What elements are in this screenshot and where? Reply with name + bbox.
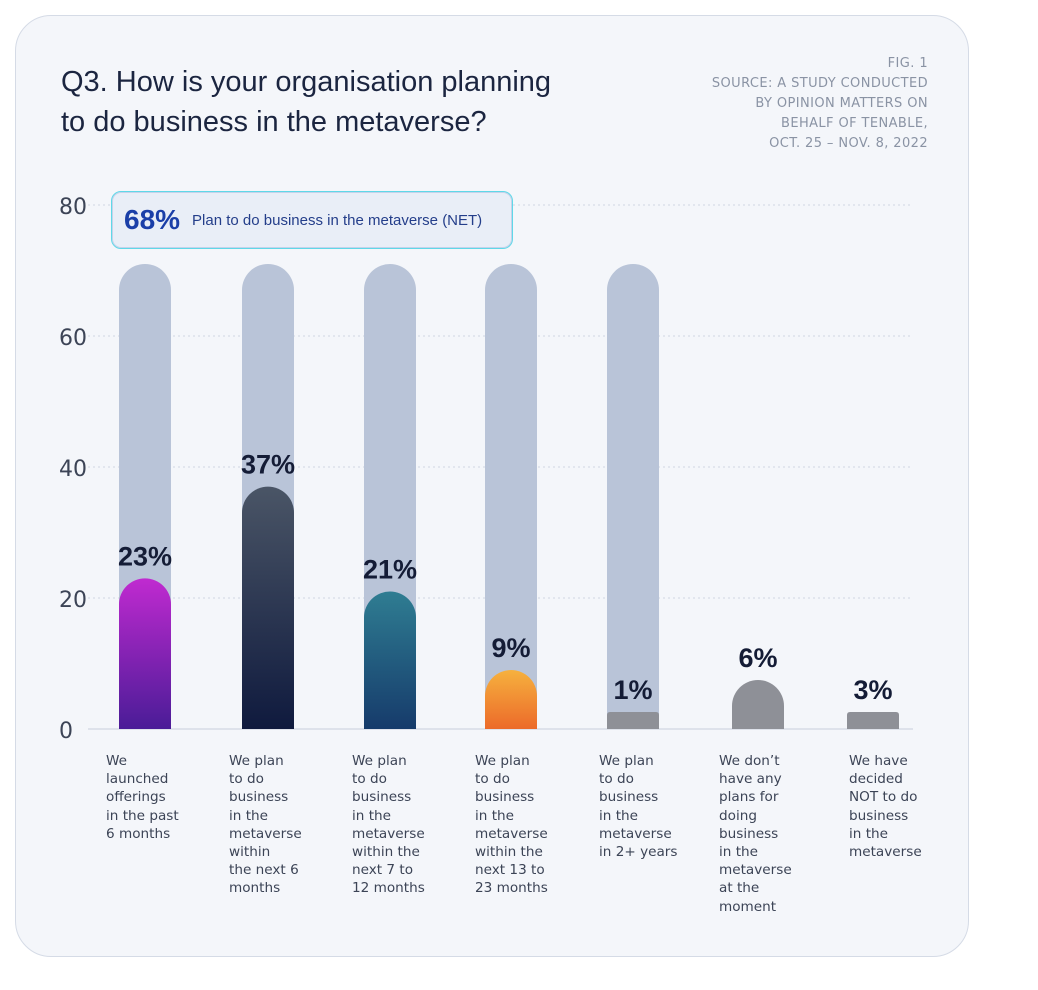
category-label-3-line-8: 12 months (352, 880, 425, 897)
category-label-2-line-3: business (229, 789, 289, 806)
bar-2 (242, 486, 294, 729)
category-label-3-line-7: next 7 to (352, 862, 414, 879)
figure-source-note: FIG. 1 SOURCE: A STUDY CONDUCTED BY OPIN… (712, 54, 928, 154)
category-label-4: We plan to do business in the metaverse withi… (475, 752, 557, 898)
category-label-1: We launched offerings in the past 6 months (106, 752, 188, 843)
category-label-6-line-1: We don’t (719, 753, 780, 769)
category-label-1-line-4: in the past (106, 807, 179, 824)
bar-5 (607, 712, 659, 729)
data-label-1: 23% (118, 541, 172, 571)
category-label-4-line-6: within the (475, 844, 543, 861)
category-label-1-line-3: offerings (106, 789, 166, 806)
category-label-2-line-2: to do (229, 771, 264, 788)
category-label-6-line-7: metaverse (719, 862, 792, 879)
category-label-3-line-5: metaverse (352, 825, 425, 842)
category-label-4-line-1: We plan (475, 753, 530, 769)
category-label-6-line-3: plans for (719, 789, 779, 806)
category-label-6-line-4: doing (719, 807, 757, 824)
data-label-6: 6% (738, 643, 777, 673)
category-label-1-line-2: launched (106, 771, 169, 788)
category-label-2-line-1: We plan (229, 753, 284, 769)
category-label-7-line-1: We have (849, 753, 908, 769)
net-percentage: 68% (124, 204, 181, 235)
data-label-2: 37% (241, 450, 295, 480)
category-label-2: We plan to do business in the metaverse withi… (229, 752, 311, 898)
category-label-3: We plan to do business in the metaverse withi… (352, 752, 434, 898)
category-label-3-line-3: business (352, 789, 412, 806)
category-label-6-line-9: moment (719, 898, 777, 915)
net-callout: 68% Plan to do business in the metaverse… (111, 191, 513, 249)
chart-title-line-2: to do business in the metaverse? (61, 106, 487, 138)
category-label-6: We don’t have any plans for doing business in… (719, 752, 801, 916)
source-line-1: SOURCE: A STUDY CONDUCTED (711, 76, 928, 91)
category-label-4-line-8: 23 months (475, 880, 548, 897)
category-label-5: We plan to do business in the metaverse in 2+… (599, 752, 681, 861)
bar-4 (485, 670, 537, 729)
category-label-5-line-5: metaverse (599, 825, 672, 842)
bar-7 (847, 712, 899, 729)
source-line-3: BEHALF OF TENABLE, (781, 116, 928, 131)
category-label-3-line-2: to do (352, 771, 387, 788)
net-label: Plan to do business in the metaverse (NE… (192, 211, 483, 229)
category-label-5-line-3: business (599, 789, 659, 806)
y-tick-label-20: 20 (59, 588, 87, 613)
bar-3 (364, 591, 416, 729)
category-label-7: We have decided NOT to do business in the met… (849, 752, 931, 861)
category-label-4-line-3: business (475, 789, 535, 806)
category-label-1-line-5: 6 months (106, 825, 171, 842)
data-label-5: 1% (613, 675, 652, 705)
chart-title-line-1: Q3. How is your organisation planning (61, 66, 552, 98)
category-label-6-line-2: have any (719, 771, 782, 788)
y-tick-label-40: 40 (59, 457, 87, 482)
category-label-5-line-1: We plan (599, 753, 654, 769)
category-label-5-line-4: in the (599, 807, 639, 824)
category-label-2-line-5: metaverse (229, 825, 302, 842)
bar-track-5 (607, 263, 659, 729)
category-label-3-line-4: in the (352, 807, 392, 824)
bar-6 (732, 680, 784, 729)
data-label-7: 3% (853, 675, 892, 705)
category-label-3-line-6: within the (352, 844, 420, 861)
category-label-2-line-6: within (229, 844, 271, 861)
source-line-4: OCT. 25 – NOV. 8, 2022 (769, 136, 928, 151)
category-label-7-line-5: in the (849, 825, 889, 842)
category-label-4-line-2: to do (475, 771, 510, 788)
data-label-3: 21% (363, 554, 417, 584)
source-line-2: BY OPINION MATTERS ON (755, 96, 928, 111)
category-label-4-line-4: in the (475, 807, 515, 824)
y-tick-label-80: 80 (59, 195, 87, 220)
category-label-4-line-5: metaverse (475, 825, 548, 842)
category-label-2-line-7: the next 6 (229, 862, 299, 879)
category-label-7-line-6: metaverse (849, 844, 922, 861)
chart-title: Q3. How is your organisation planning to… (61, 62, 621, 142)
figure-number: FIG. 1 (887, 56, 928, 71)
data-label-4: 9% (491, 633, 530, 663)
category-label-7-line-2: decided (849, 771, 903, 788)
category-label-3-line-1: We plan (352, 753, 407, 769)
category-label-5-line-6: in 2+ years (599, 844, 678, 861)
y-tick-label-60: 60 (59, 326, 87, 351)
category-label-7-line-3: NOT to do (849, 789, 918, 806)
bar-track-4 (485, 263, 537, 729)
category-label-4-line-7: next 13 to (475, 862, 545, 879)
category-label-6-line-8: at the (719, 880, 760, 897)
y-tick-label-0: 0 (59, 719, 73, 744)
category-label-2-line-4: in the (229, 807, 269, 824)
category-label-5-line-2: to do (599, 771, 634, 788)
bar-1 (119, 578, 171, 729)
category-label-2-line-8: months (229, 880, 281, 897)
category-label-6-line-6: in the (719, 844, 759, 861)
category-label-6-line-5: business (719, 825, 779, 842)
category-label-7-line-4: business (849, 807, 909, 824)
category-label-1-line-1: We (106, 753, 128, 769)
